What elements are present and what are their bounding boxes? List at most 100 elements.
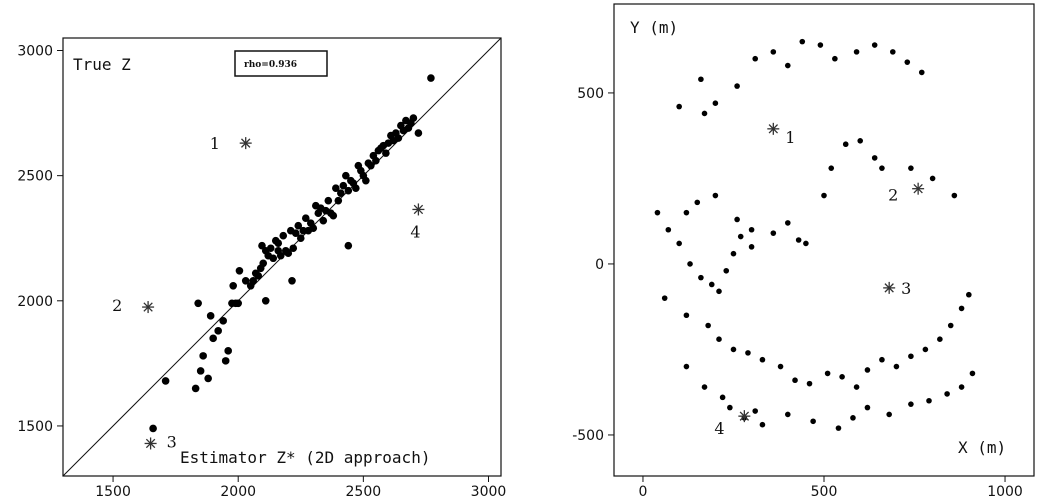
data-point [734, 216, 740, 223]
data-point [362, 176, 370, 185]
y-tick-label: -500 [572, 428, 604, 444]
left-ylabel: True Z [73, 55, 131, 74]
right-dots [654, 38, 976, 431]
data-point [234, 299, 242, 308]
x-tick-label: 3000 [471, 484, 507, 500]
right-xlabel: X (m) [958, 438, 1006, 457]
data-point [276, 251, 285, 260]
data-point [871, 155, 878, 161]
data-point [209, 334, 217, 343]
outlier-label: 3 [167, 432, 177, 451]
data-point [832, 55, 838, 62]
data-point [661, 295, 668, 301]
data-point [824, 370, 831, 377]
outlier-label: 1 [785, 128, 795, 147]
data-point [324, 196, 333, 205]
data-point [294, 221, 303, 230]
data-point [886, 411, 892, 418]
x-tick-label: 2500 [346, 484, 382, 500]
left-ticks: 1500 2000 2500 3000 1500 2000 2500 3000 [17, 44, 506, 500]
data-point [908, 353, 914, 360]
outlier-star [912, 182, 925, 195]
right-outliers: 1 2 3 4 [714, 122, 925, 438]
data-point [730, 346, 737, 353]
data-point [687, 261, 693, 267]
outlier-star [142, 301, 155, 314]
data-point [784, 411, 791, 418]
outlier-star [239, 137, 252, 150]
data-point [196, 367, 205, 375]
right-ticks: 0 500 1000 -500 0 500 [572, 86, 1023, 500]
outlier-star [144, 437, 157, 450]
data-point [414, 129, 423, 137]
data-point [219, 317, 227, 325]
data-point [792, 377, 798, 384]
data-point [367, 161, 375, 170]
data-point [284, 249, 293, 258]
data-point [683, 363, 690, 370]
data-point [698, 274, 704, 281]
data-point [810, 418, 816, 425]
x-tick-label: 2000 [220, 484, 256, 500]
data-point [748, 226, 755, 233]
data-point [958, 305, 965, 312]
data-point [737, 233, 744, 240]
data-point [309, 224, 318, 233]
data-point [269, 254, 278, 263]
data-point [752, 55, 759, 62]
data-point [966, 291, 972, 298]
data-point [683, 209, 690, 216]
data-point [727, 404, 733, 411]
data-point [352, 184, 360, 192]
data-point [799, 38, 806, 45]
data-point [342, 171, 350, 180]
data-point [334, 196, 343, 205]
data-point [254, 271, 263, 280]
right-plot-frame [613, 3, 1035, 477]
data-point [821, 192, 827, 199]
data-point [261, 297, 270, 305]
y-tick-label: 3000 [17, 44, 53, 60]
rho-annotation: rho=0.936 [244, 60, 297, 70]
data-point [795, 237, 802, 243]
data-point [842, 141, 849, 148]
outlier-star [738, 410, 751, 423]
rho-box [234, 50, 328, 77]
data-point [319, 216, 328, 225]
data-point [908, 165, 914, 171]
data-point [206, 312, 215, 320]
data-point [279, 231, 288, 240]
data-point [784, 62, 791, 69]
left-dots [149, 74, 435, 433]
data-point [770, 49, 777, 55]
data-point [839, 374, 845, 380]
data-point [339, 181, 348, 190]
data-point [337, 189, 345, 197]
data-point [958, 384, 965, 390]
data-point [235, 266, 244, 275]
data-point [229, 281, 237, 290]
data-point [784, 220, 791, 226]
data-point [908, 401, 914, 407]
data-point [947, 322, 954, 329]
data-point [893, 363, 900, 370]
data-point [191, 384, 200, 393]
x-tick-label: 500 [811, 484, 838, 500]
data-point [871, 42, 878, 48]
left-xlabel: Estimator Z* (2D approach) [180, 448, 430, 467]
y-tick-label: 500 [577, 86, 604, 102]
data-point [864, 367, 871, 373]
data-point [654, 209, 661, 216]
data-point [665, 226, 672, 233]
data-point [372, 156, 380, 165]
data-point [224, 347, 232, 355]
data-point [951, 192, 958, 199]
data-point [149, 424, 157, 433]
data-point [918, 69, 925, 76]
data-point [301, 214, 310, 223]
right-chart: 0 500 1000 -500 0 500 1 2 3 4 Y (m) X (m) [572, 3, 1035, 500]
data-point [698, 76, 704, 83]
data-point [734, 83, 740, 89]
left-chart: 1500 2000 2500 3000 1500 2000 2500 3000 1 2 3 4 Tr… [17, 37, 506, 500]
